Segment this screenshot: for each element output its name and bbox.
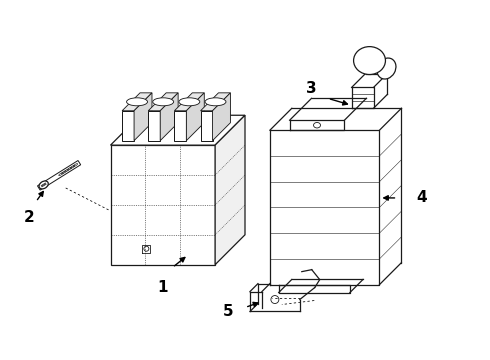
Ellipse shape [205, 98, 226, 106]
Ellipse shape [153, 98, 173, 106]
Text: 3: 3 [306, 81, 317, 96]
Text: 1: 1 [157, 280, 168, 295]
Ellipse shape [126, 98, 147, 106]
Ellipse shape [354, 46, 386, 75]
Ellipse shape [377, 58, 396, 79]
Polygon shape [148, 93, 178, 111]
Polygon shape [215, 115, 245, 265]
Polygon shape [200, 93, 230, 111]
Polygon shape [148, 111, 160, 141]
Text: 5: 5 [223, 304, 233, 319]
Ellipse shape [39, 181, 49, 189]
Polygon shape [174, 93, 204, 111]
Polygon shape [111, 115, 245, 145]
Polygon shape [160, 93, 178, 141]
Polygon shape [213, 93, 230, 141]
Circle shape [271, 296, 279, 303]
Text: 2: 2 [24, 210, 34, 225]
Text: 4: 4 [416, 190, 427, 206]
Polygon shape [122, 111, 134, 141]
Polygon shape [174, 111, 186, 141]
Polygon shape [200, 111, 213, 141]
Polygon shape [134, 93, 152, 141]
Ellipse shape [314, 122, 320, 128]
Polygon shape [186, 93, 204, 141]
Polygon shape [37, 161, 81, 190]
Ellipse shape [179, 98, 200, 106]
Polygon shape [122, 93, 152, 111]
